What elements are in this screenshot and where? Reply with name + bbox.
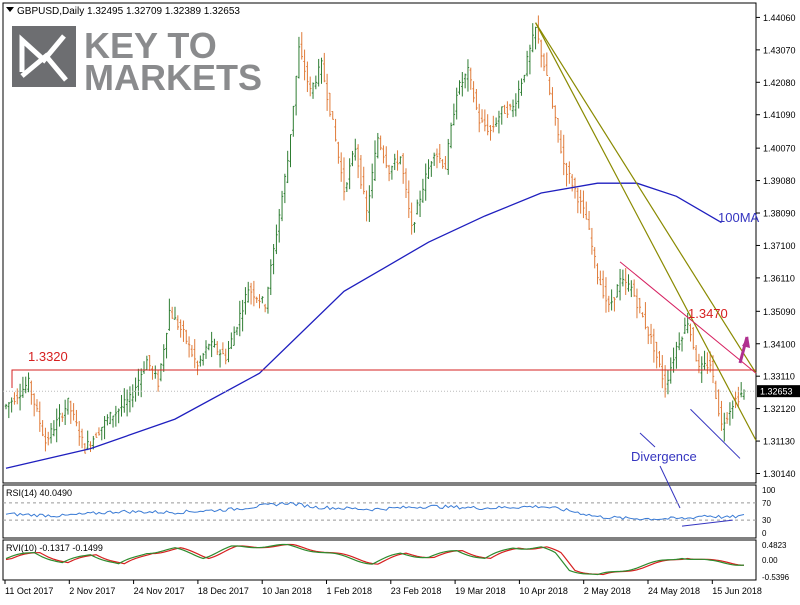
time-tick-label: 10 Jan 2018: [262, 586, 312, 596]
symbol-info: GBPUSD,Daily 1.32495 1.32709 1.32389 1.3…: [17, 6, 240, 17]
rsi-level-label: 0: [762, 529, 767, 538]
symbol-header: GBPUSD,Daily 1.32495 1.32709 1.32389 1.3…: [6, 6, 240, 17]
logo-line-2: MARKETS: [84, 57, 262, 98]
trendline-1: [535, 22, 757, 441]
dropdown-triangle-icon[interactable]: [6, 7, 14, 12]
rsi-divergence-line: [681, 519, 733, 527]
time-tick-label: 15 Jun 2018: [712, 586, 762, 596]
divergence-pointer-up: [639, 432, 656, 448]
price-tick-label: 1.33110: [763, 372, 795, 382]
rsi-level-label: 30: [762, 516, 771, 525]
time-tick-label: 2 Nov 2017: [69, 586, 115, 596]
time-axis: 11 Oct 2017 2 Nov 2017 24 Nov 2017 18 Dec 2…: [4, 580, 762, 596]
main-pane: [2, 2, 757, 484]
logo-k-icon: [19, 34, 66, 72]
price-tick-label: 1.36110: [763, 273, 795, 283]
divergence-label: Divergence: [631, 449, 697, 464]
rsi-level-label: 70: [762, 499, 771, 508]
price-tick-label: 1.43070: [763, 45, 796, 55]
level-1320-line: [11, 369, 756, 388]
price-tick-label: 1.40070: [763, 144, 796, 154]
divergence-pointer-down: [659, 465, 681, 509]
drawing-objects: [3, 22, 757, 509]
rsi-level-label: 100: [762, 486, 776, 495]
ma100-line: [5, 182, 722, 469]
last-price-label: 1.32653: [760, 387, 793, 397]
time-tick-label: 23 Feb 2018: [391, 586, 442, 596]
price-tick-label: 1.37100: [763, 241, 796, 251]
rvi-level-label: -0.5396: [762, 573, 790, 582]
price-tick-label: 1.35090: [763, 307, 796, 317]
rsi-pane: [2, 484, 757, 539]
price-plot: [4, 15, 746, 469]
price-tick-label: 1.30140: [763, 469, 796, 479]
time-tick-label: 1 Feb 2018: [327, 586, 373, 596]
price-tick-label: 1.38090: [763, 209, 796, 219]
time-tick-label: 11 Oct 2017: [5, 586, 53, 596]
logo-line-1: KEY TO: [84, 25, 217, 66]
logo-m-icon: [20, 52, 68, 82]
rsi-plot: 100 70 30 0: [3, 486, 776, 538]
price-tick-label: 1.39080: [763, 176, 796, 186]
time-tick-label: 10 Apr 2018: [519, 586, 568, 596]
ma-label: 100MA: [718, 210, 760, 225]
rvi-level-label: 0.00: [762, 556, 778, 565]
price-tick-label: 1.31130: [763, 437, 795, 447]
logo: KEY TO MARKETS: [12, 25, 262, 98]
time-tick-label: 2 May 2018: [584, 586, 631, 596]
rvi-level-label: 0.4823: [762, 541, 787, 550]
breakout-arrowhead-icon: [742, 336, 750, 348]
time-tick-label: 24 May 2018: [648, 586, 700, 596]
price-tick-label: 1.42080: [763, 78, 796, 88]
rsi-title: RSI(14) 40.0490: [6, 488, 72, 498]
rvi-title: RVI(10) -0.1317 -0.1499: [6, 543, 103, 553]
time-tick-label: 24 Nov 2017: [134, 586, 185, 596]
price-tick-label: 1.44060: [763, 13, 796, 23]
price-axis: 1.44060 1.43070 1.42080 1.41090 1.40070 1.390…: [756, 13, 800, 479]
rsi-line: [5, 501, 745, 521]
channel-upper-line: [619, 261, 757, 374]
time-tick-label: 18 Dec 2017: [198, 586, 249, 596]
price-tick-label: 1.41090: [763, 110, 796, 120]
level-1320-label: 1.3320: [28, 349, 68, 364]
time-tick-label: 19 Mar 2018: [455, 586, 506, 596]
price-tick-label: 1.32120: [763, 404, 796, 414]
divergence-price-line: [690, 408, 741, 459]
trendline-2: [535, 22, 757, 374]
rvi-plot: 0.4823 0.00 -0.5396: [5, 541, 790, 582]
rvi-main-line: [5, 543, 745, 576]
last-price-tag: [757, 385, 800, 398]
price-tick-label: 1.34100: [763, 339, 796, 349]
level-1347-label: 1.3470: [688, 306, 728, 321]
rvi-pane: [2, 539, 757, 581]
